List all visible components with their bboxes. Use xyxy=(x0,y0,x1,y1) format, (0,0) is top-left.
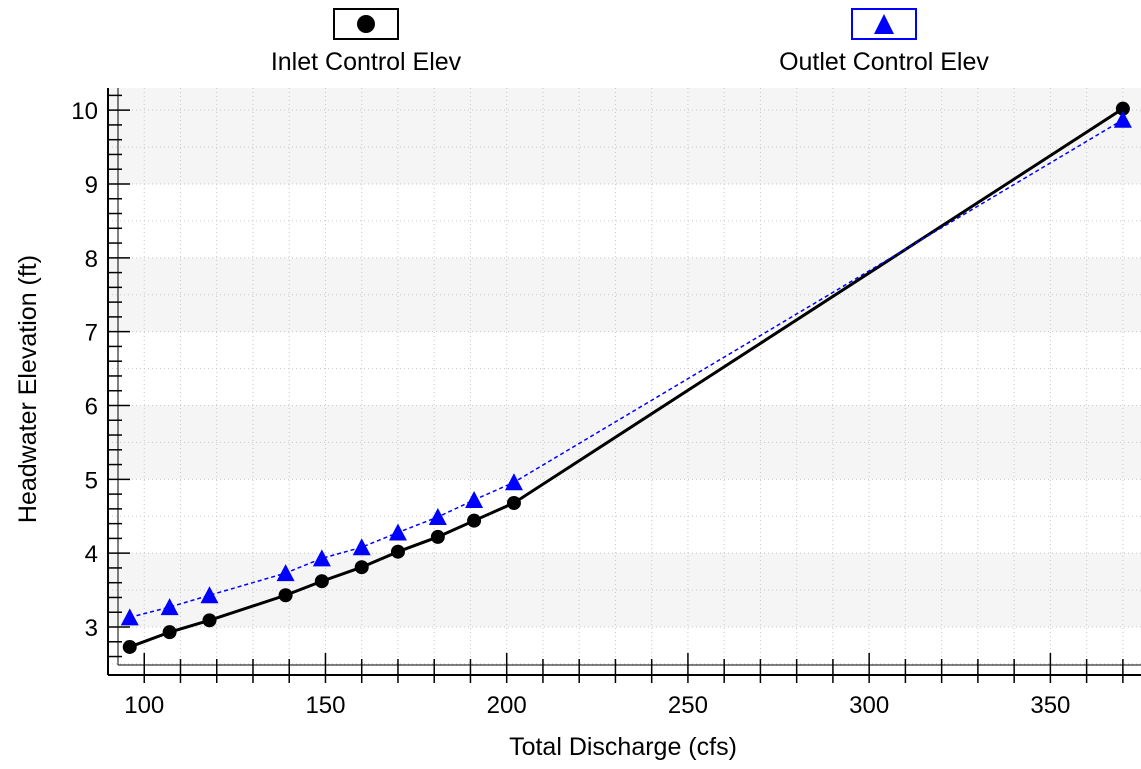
series-line xyxy=(129,119,1124,619)
y-tick-label: 4 xyxy=(85,541,98,568)
data-point xyxy=(160,598,179,616)
data-point xyxy=(388,523,407,541)
legend-marker-inlet xyxy=(357,15,375,33)
x-tick-label: 100 xyxy=(124,692,164,719)
y-tick-label: 10 xyxy=(71,98,98,125)
data-point xyxy=(312,549,331,567)
y-axis-title: Headwater Elevation (ft) xyxy=(14,255,42,523)
data-point xyxy=(504,473,523,491)
data-point xyxy=(430,529,445,544)
legend-marker-outlet xyxy=(874,14,894,34)
data-point xyxy=(428,507,447,525)
series-layer xyxy=(120,101,1132,654)
data-point xyxy=(162,625,177,640)
data-point xyxy=(506,495,521,510)
legend-item-inlet: Inlet Control Elev xyxy=(271,8,462,76)
data-point xyxy=(390,544,405,559)
x-tick-label: 250 xyxy=(668,692,708,719)
grid xyxy=(108,88,1141,675)
data-point xyxy=(276,564,295,582)
data-point xyxy=(200,586,219,604)
plot-background-bands xyxy=(108,88,1141,675)
legend-item-outlet: Outlet Control Elev xyxy=(779,8,989,76)
data-point xyxy=(202,613,217,628)
data-point xyxy=(122,639,137,654)
x-tick-label: 150 xyxy=(305,692,345,719)
y-tick-label: 7 xyxy=(85,320,98,347)
series-inlet xyxy=(122,101,1130,654)
data-point xyxy=(352,538,371,556)
y-tick-label: 3 xyxy=(85,615,98,642)
x-axis-title: Total Discharge (cfs) xyxy=(509,733,737,761)
data-point xyxy=(465,491,484,509)
y-tick-label: 6 xyxy=(85,393,98,420)
x-tick-label: 300 xyxy=(849,692,889,719)
data-point xyxy=(467,513,482,528)
data-point xyxy=(1113,110,1132,128)
data-point xyxy=(278,588,293,603)
y-tick-label: 9 xyxy=(85,172,98,199)
legend: Inlet Control Elev Outlet Control Elev xyxy=(271,8,989,76)
plot-band xyxy=(108,88,1141,111)
data-point xyxy=(314,574,329,589)
axes: 100 150 200 250 300 350 3 4 5 6 7 8 9 10 xyxy=(71,88,1141,719)
data-point xyxy=(354,560,369,575)
data-point xyxy=(1115,101,1130,116)
x-tick-label: 350 xyxy=(1030,692,1070,719)
series-outlet xyxy=(120,110,1132,626)
data-point xyxy=(120,608,139,626)
x-tick-label: 200 xyxy=(487,692,527,719)
legend-label-inlet: Inlet Control Elev xyxy=(271,48,462,76)
legend-label-outlet: Outlet Control Elev xyxy=(779,48,989,76)
y-tick-label: 8 xyxy=(85,246,98,273)
y-tick-label: 5 xyxy=(85,467,98,494)
